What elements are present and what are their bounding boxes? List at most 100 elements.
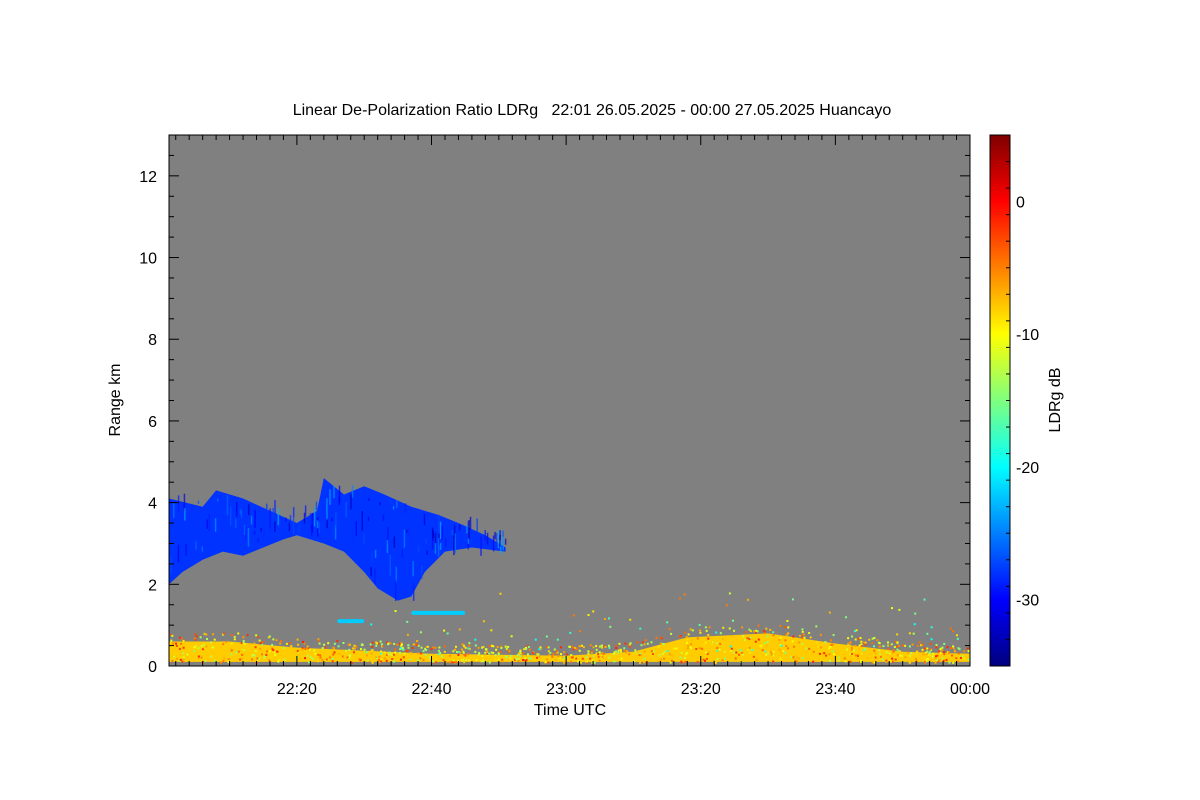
boundary-speckle <box>548 654 551 657</box>
thin-layer <box>337 619 365 624</box>
boundary-speckle <box>938 659 941 662</box>
cloud-texture <box>392 506 395 510</box>
boundary-speckle <box>268 659 271 662</box>
colorbar-tick-label: -10 <box>1016 327 1039 344</box>
boundary-speckle <box>704 626 707 629</box>
boundary-speckle <box>183 659 186 662</box>
boundary-speckle <box>696 660 699 663</box>
boundary-speckle <box>443 645 446 648</box>
boundary-speckle <box>634 649 637 652</box>
boundary-speckle <box>507 645 510 648</box>
scatter-speckle <box>747 598 750 601</box>
boundary-speckle <box>945 658 948 661</box>
boundary-speckle <box>464 658 467 661</box>
cloud-texture <box>197 500 200 505</box>
scatter-speckle <box>725 604 728 607</box>
boundary-speckle <box>180 642 183 645</box>
boundary-speckle <box>689 646 692 649</box>
cloud-texture <box>396 500 398 508</box>
boundary-speckle <box>878 645 881 648</box>
scatter-speckle <box>443 629 446 632</box>
boundary-speckle <box>706 652 709 655</box>
scatter-speckle <box>715 631 718 634</box>
boundary-speckle <box>484 651 487 654</box>
boundary-speckle <box>724 657 727 660</box>
scatter-speckle <box>486 651 489 654</box>
boundary-speckle <box>307 647 310 650</box>
boundary-speckle <box>517 657 520 660</box>
scatter-speckle <box>402 648 405 651</box>
boundary-speckle <box>705 629 708 632</box>
boundary-speckle <box>536 653 539 656</box>
boundary-speckle <box>425 649 428 652</box>
cloud-texture <box>206 519 208 529</box>
scatter-speckle <box>572 614 575 617</box>
scatter-speckle <box>954 650 957 653</box>
scatter-speckle <box>716 646 719 649</box>
boundary-speckle <box>601 646 604 649</box>
boundary-speckle <box>535 656 538 659</box>
boundary-speckle <box>963 650 966 653</box>
cloud-texture <box>439 521 442 540</box>
boundary-speckle <box>381 644 384 647</box>
boundary-speckle <box>227 657 230 660</box>
boundary-speckle <box>891 657 894 660</box>
boundary-speckle <box>419 657 422 660</box>
boundary-speckle <box>934 655 937 658</box>
scatter-speckle <box>770 653 773 656</box>
chart-title: Linear De-Polarization Ratio LDRg 22:01 … <box>293 102 892 119</box>
boundary-speckle <box>598 645 601 648</box>
boundary-speckle <box>808 647 811 650</box>
boundary-speckle <box>205 633 208 636</box>
boundary-speckle <box>885 651 888 654</box>
boundary-speckle <box>494 658 497 661</box>
boundary-speckle <box>399 658 402 661</box>
boundary-speckle <box>303 642 306 645</box>
cloud-texture <box>438 514 440 532</box>
boundary-speckle <box>620 657 623 660</box>
boundary-speckle <box>808 631 811 634</box>
boundary-speckle <box>171 634 174 637</box>
cloud-texture <box>182 504 185 508</box>
boundary-speckle <box>399 642 402 645</box>
boundary-speckle <box>662 642 665 645</box>
boundary-speckle <box>888 644 891 647</box>
scatter-speckle <box>918 641 921 644</box>
boundary-speckle <box>387 653 390 656</box>
boundary-speckle <box>679 656 682 659</box>
boundary-speckle <box>896 654 899 657</box>
cloud-texture <box>292 517 295 535</box>
scatter-speckle <box>482 620 485 623</box>
scatter-speckle <box>608 646 611 649</box>
boundary-speckle <box>581 657 584 660</box>
boundary-speckle <box>623 655 626 658</box>
boundary-speckle <box>375 656 378 659</box>
boundary-speckle <box>743 638 746 641</box>
boundary-speckle <box>321 647 324 650</box>
boundary-speckle <box>490 651 493 654</box>
boundary-speckle <box>539 648 542 651</box>
boundary-speckle <box>896 641 899 644</box>
boundary-speckle <box>937 650 940 653</box>
y-tick-label: 10 <box>139 251 157 268</box>
boundary-speckle <box>669 661 672 664</box>
boundary-speckle <box>894 640 897 643</box>
cloud-texture <box>335 512 337 528</box>
cloud-texture <box>502 535 504 551</box>
boundary-speckle <box>885 659 888 662</box>
boundary-speckle <box>790 656 793 659</box>
boundary-speckle <box>914 657 917 660</box>
boundary-speckle <box>200 645 203 648</box>
boundary-speckle <box>590 656 593 659</box>
boundary-speckle <box>943 653 946 656</box>
cloud-texture <box>313 506 316 527</box>
boundary-speckle <box>526 645 529 648</box>
boundary-speckle <box>772 660 775 663</box>
boundary-speckle <box>253 642 256 645</box>
boundary-speckle <box>904 644 907 647</box>
boundary-speckle <box>615 647 618 650</box>
boundary-speckle <box>331 660 334 663</box>
scatter-speckle <box>604 645 607 648</box>
boundary-speckle <box>618 642 621 645</box>
scatter-speckle <box>824 641 827 644</box>
